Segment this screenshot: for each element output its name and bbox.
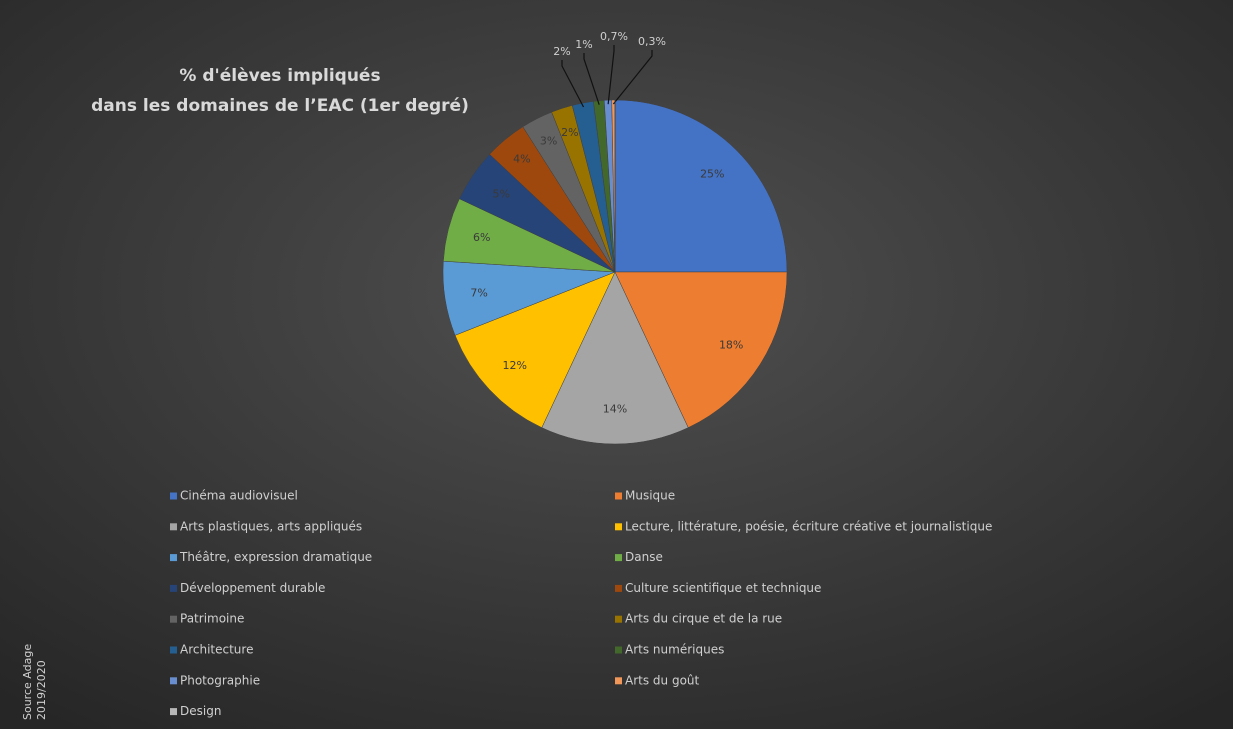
pie-slice — [614, 99, 788, 273]
legend-label: Développement durable — [180, 581, 325, 595]
legend-swatch — [170, 677, 177, 685]
data-label: 0,7% — [600, 30, 628, 43]
leader-line — [612, 50, 653, 105]
legend-swatch — [615, 677, 622, 685]
data-label: 18% — [719, 339, 743, 352]
legend-label: Arts plastiques, arts appliqués — [180, 519, 362, 533]
source: 2019/2020 — [35, 660, 48, 720]
legend-label: Culture scientifique et technique — [625, 581, 821, 595]
data-label: 6% — [473, 231, 490, 244]
legend-label: Photographie — [180, 673, 260, 687]
data-label: 1% — [575, 38, 592, 51]
legend-swatch — [615, 554, 622, 562]
legend-label: Arts numériques — [625, 643, 724, 657]
data-label: 25% — [700, 168, 724, 181]
legend-swatch — [170, 708, 177, 716]
pie-slice — [614, 271, 788, 428]
chart-title: % d'élèves impliqués — [179, 66, 380, 86]
legend-swatch — [615, 492, 622, 500]
data-label: 14% — [603, 403, 627, 416]
legend-swatch — [615, 584, 622, 592]
legend-label: Design — [180, 704, 221, 718]
legend-swatch — [170, 646, 177, 654]
legend-swatch — [170, 492, 177, 500]
legend-label: Musique — [625, 489, 675, 503]
legend-swatch — [615, 646, 622, 654]
legend-swatch — [170, 584, 177, 592]
leader-line — [583, 53, 600, 105]
data-label: 5% — [492, 188, 509, 201]
chart-title: dans les domaines de l’EAC (1er degré) — [91, 96, 469, 116]
source: Source Adage — [21, 644, 34, 720]
legend-label: Patrimoine — [180, 612, 244, 626]
data-label: 3% — [540, 135, 557, 148]
data-label: 7% — [470, 287, 487, 300]
legend-label: Cinéma audiovisuel — [180, 489, 298, 503]
legend-swatch — [615, 523, 622, 531]
pie-slice — [454, 271, 616, 428]
legend-swatch — [170, 523, 177, 531]
legend-label: Théâtre, expression dramatique — [179, 550, 372, 564]
leader-line — [607, 45, 615, 105]
data-label: 2% — [553, 45, 570, 58]
pie-slice — [541, 271, 689, 445]
data-label: 0,3% — [638, 35, 666, 48]
legend-label: Architecture — [180, 643, 253, 657]
legend-label: Lecture, littérature, poésie, écriture c… — [625, 519, 992, 533]
legend-swatch — [615, 615, 622, 623]
legend-label: Danse — [625, 550, 663, 564]
legend-label: Arts du cirque et de la rue — [625, 612, 782, 626]
data-label: 4% — [513, 152, 530, 165]
legend-label: Arts du goût — [625, 673, 700, 687]
leader-line — [561, 60, 585, 108]
legend-swatch — [170, 615, 177, 623]
data-label: 12% — [502, 359, 526, 372]
data-label: 2% — [561, 126, 578, 139]
legend-swatch — [170, 554, 177, 562]
